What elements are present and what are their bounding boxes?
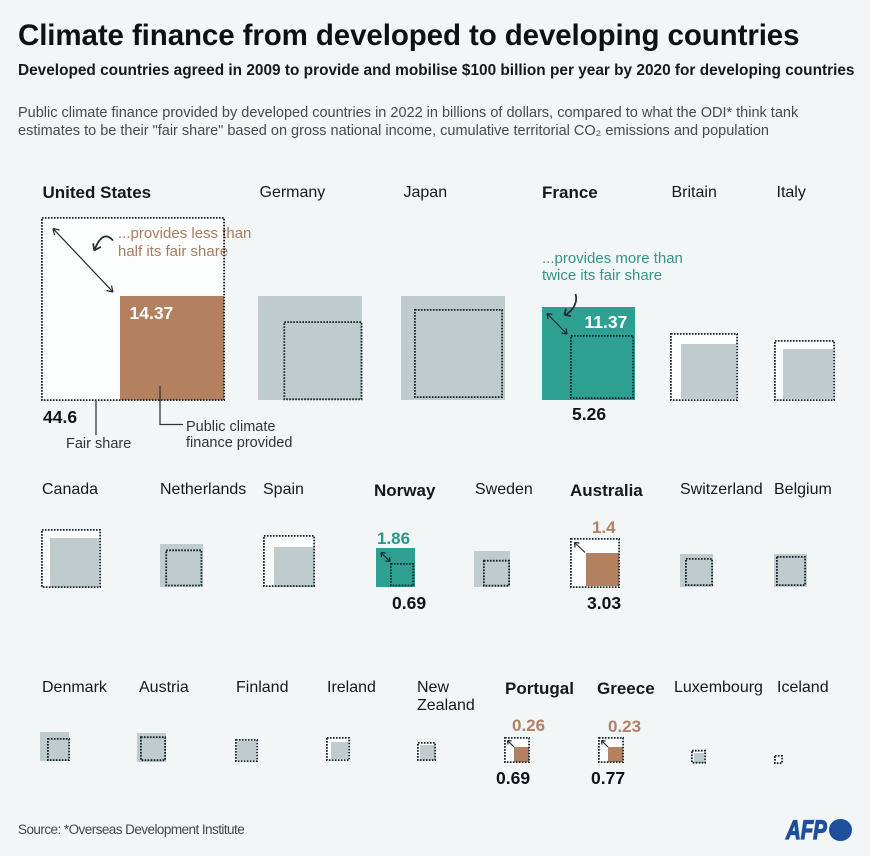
- svg-text:AFP: AFP: [785, 816, 827, 845]
